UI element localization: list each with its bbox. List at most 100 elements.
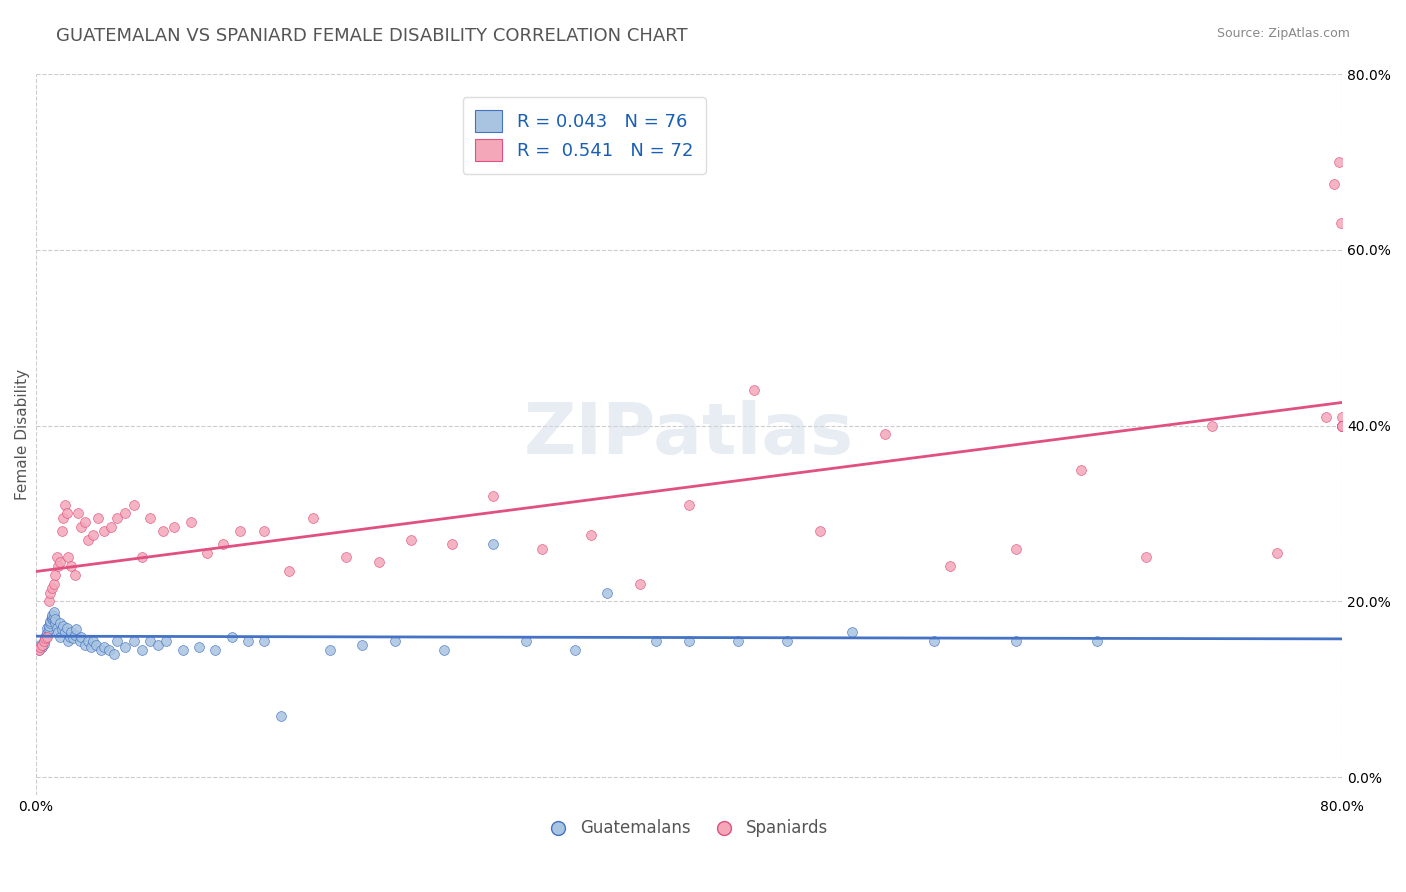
Point: [93, 524, 115, 538]
Point: [103, 647, 125, 661]
Point: [195, 546, 218, 560]
Point: [253, 524, 276, 538]
Point: [48, 625, 70, 640]
Point: [44, 612, 66, 626]
Point: [60, 625, 83, 640]
Point: [52, 511, 75, 525]
Point: [30, 640, 52, 654]
Point: [384, 633, 406, 648]
Point: [229, 524, 252, 538]
Point: [55, 507, 77, 521]
Point: [399, 533, 422, 547]
Point: [84, 638, 107, 652]
Point: [45, 621, 67, 635]
Point: [114, 640, 136, 654]
Point: [1331, 418, 1354, 433]
Point: [55, 621, 77, 635]
Point: [58, 633, 80, 648]
Point: [59, 630, 82, 644]
Point: [34, 632, 56, 646]
Point: [335, 550, 357, 565]
Point: [44, 616, 66, 631]
Point: [32, 633, 55, 648]
Point: [564, 642, 586, 657]
Point: [48, 559, 70, 574]
Point: [58, 550, 80, 565]
Point: [873, 427, 896, 442]
Point: [34, 630, 56, 644]
Point: [51, 524, 73, 538]
Point: [86, 511, 108, 525]
Point: [841, 625, 863, 640]
Point: [579, 528, 602, 542]
Point: [172, 642, 194, 657]
Point: [1331, 418, 1354, 433]
Point: [1331, 409, 1354, 424]
Point: [645, 633, 668, 648]
Point: [122, 498, 145, 512]
Point: [49, 616, 72, 631]
Point: [236, 633, 259, 648]
Point: [31, 638, 53, 652]
Point: [51, 623, 73, 637]
Point: [1331, 418, 1354, 433]
Point: [742, 384, 765, 398]
Point: [82, 528, 104, 542]
Point: [28, 642, 51, 657]
Point: [32, 633, 55, 648]
Point: [318, 642, 340, 657]
Point: [63, 568, 86, 582]
Point: [93, 640, 115, 654]
Point: [34, 632, 56, 646]
Point: [76, 533, 98, 547]
Legend: Guatemalans, Spaniards: Guatemalans, Spaniards: [543, 813, 835, 844]
Point: [38, 619, 60, 633]
Point: [30, 638, 52, 652]
Point: [1331, 418, 1354, 433]
Point: [39, 616, 62, 631]
Point: [32, 636, 55, 650]
Point: [114, 507, 136, 521]
Point: [35, 621, 58, 635]
Point: [277, 564, 299, 578]
Point: [53, 498, 76, 512]
Point: [82, 633, 104, 648]
Point: [939, 559, 962, 574]
Point: [187, 640, 209, 654]
Point: [35, 625, 58, 640]
Point: [35, 628, 58, 642]
Point: [482, 489, 505, 503]
Point: [73, 638, 96, 652]
Point: [146, 638, 169, 652]
Point: [253, 633, 276, 648]
Point: [39, 585, 62, 599]
Point: [62, 632, 84, 646]
Point: [28, 642, 51, 657]
Point: [45, 550, 67, 565]
Point: [180, 515, 202, 529]
Point: [52, 619, 75, 633]
Point: [482, 537, 505, 551]
Point: [60, 559, 83, 574]
Point: [302, 511, 325, 525]
Point: [1330, 216, 1353, 230]
Point: [73, 515, 96, 529]
Point: [352, 638, 374, 652]
Point: [1331, 418, 1354, 433]
Point: [70, 630, 93, 644]
Point: [1323, 177, 1346, 191]
Point: [66, 507, 89, 521]
Point: [131, 550, 153, 565]
Point: [42, 609, 65, 624]
Point: [49, 630, 72, 644]
Point: [1265, 546, 1288, 560]
Point: [41, 581, 63, 595]
Point: [76, 633, 98, 648]
Point: [152, 524, 174, 538]
Point: [42, 576, 65, 591]
Point: [41, 607, 63, 622]
Point: [105, 511, 128, 525]
Point: [678, 633, 700, 648]
Point: [80, 640, 103, 654]
Point: [204, 642, 226, 657]
